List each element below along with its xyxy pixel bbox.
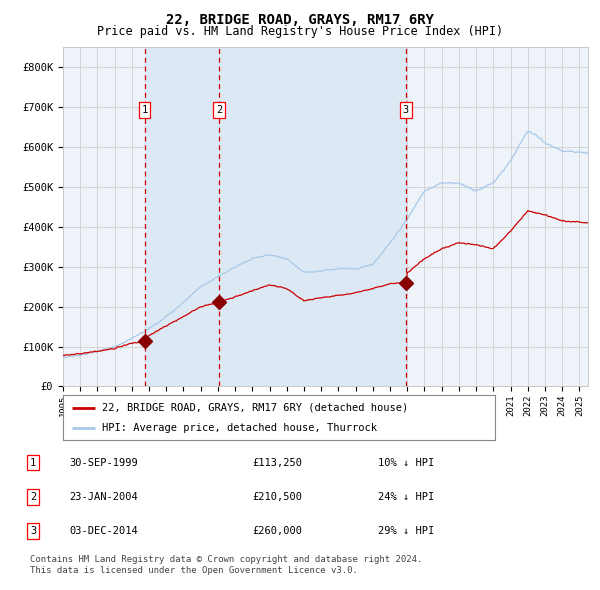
Text: 03-DEC-2014: 03-DEC-2014 [69, 526, 138, 536]
Text: 22, BRIDGE ROAD, GRAYS, RM17 6RY: 22, BRIDGE ROAD, GRAYS, RM17 6RY [166, 13, 434, 27]
Text: 2: 2 [30, 492, 36, 502]
Text: 3: 3 [403, 105, 409, 115]
Text: 1: 1 [30, 458, 36, 467]
Text: This data is licensed under the Open Government Licence v3.0.: This data is licensed under the Open Gov… [30, 566, 358, 575]
Text: 22, BRIDGE ROAD, GRAYS, RM17 6RY (detached house): 22, BRIDGE ROAD, GRAYS, RM17 6RY (detach… [102, 403, 408, 412]
Text: Price paid vs. HM Land Registry's House Price Index (HPI): Price paid vs. HM Land Registry's House … [97, 25, 503, 38]
Text: 30-SEP-1999: 30-SEP-1999 [69, 458, 138, 467]
Bar [145, 47, 406, 386]
Text: HPI: Average price, detached house, Thurrock: HPI: Average price, detached house, Thur… [102, 424, 377, 434]
Text: 1: 1 [142, 105, 148, 115]
Text: 29% ↓ HPI: 29% ↓ HPI [378, 526, 434, 536]
Text: 10% ↓ HPI: 10% ↓ HPI [378, 458, 434, 467]
Text: £210,500: £210,500 [252, 492, 302, 502]
Text: 2: 2 [216, 105, 222, 115]
Text: Contains HM Land Registry data © Crown copyright and database right 2024.: Contains HM Land Registry data © Crown c… [30, 555, 422, 563]
Text: 24% ↓ HPI: 24% ↓ HPI [378, 492, 434, 502]
Text: £113,250: £113,250 [252, 458, 302, 467]
Text: 23-JAN-2004: 23-JAN-2004 [69, 492, 138, 502]
Text: 3: 3 [30, 526, 36, 536]
Text: £260,000: £260,000 [252, 526, 302, 536]
